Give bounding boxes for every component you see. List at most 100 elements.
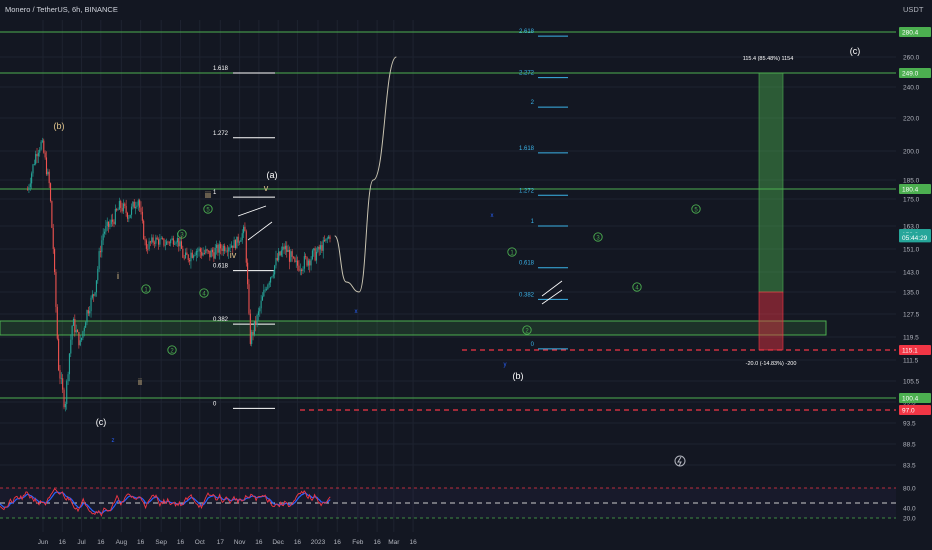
price-label-box [899, 393, 931, 403]
loss-zone[interactable] [758, 291, 784, 351]
candle-body [178, 237, 180, 247]
candle-body [145, 240, 147, 249]
demand-zone [0, 320, 827, 336]
candle-body [116, 209, 118, 211]
candle-body [259, 308, 261, 312]
fib-left-label: 1 [213, 190, 217, 196]
candle-body [174, 243, 176, 245]
wave-circle [203, 204, 213, 214]
candle-body [70, 339, 72, 354]
candle-body [299, 269, 301, 271]
candle-body [144, 239, 146, 241]
time-tick: 16 [294, 539, 302, 546]
candle-body [93, 294, 95, 296]
candle-body [99, 251, 102, 253]
candle-body [216, 244, 218, 248]
candle-body [89, 311, 91, 314]
candle-body [260, 300, 262, 309]
projection [237, 56, 563, 305]
fib-left-label: 1.272 [213, 131, 229, 137]
trend-line [237, 205, 267, 217]
candle-body [41, 140, 43, 142]
candle-body [225, 250, 227, 252]
candle-body [238, 241, 241, 243]
candle-body [33, 164, 35, 165]
candle-body [248, 284, 250, 314]
wave-number: 4 [635, 285, 639, 291]
long-position-tool[interactable] [758, 72, 784, 351]
price-label: 280.4 [902, 30, 919, 37]
candle-body [322, 240, 324, 251]
candle-body [108, 221, 110, 227]
candle-body [31, 173, 33, 184]
profit-zone[interactable] [758, 72, 784, 293]
wave-label: (b) [54, 121, 65, 131]
price-tick: 163.0 [903, 224, 920, 231]
wave-label: iv [230, 250, 237, 260]
candle-body [189, 259, 191, 262]
time-tick: 16 [255, 539, 263, 546]
candle-body [147, 248, 149, 250]
price-tick: 200.0 [903, 149, 920, 156]
fib-right-label: 0.382 [519, 292, 535, 298]
fib-left-label: 0.618 [213, 264, 229, 270]
candle-body [236, 236, 238, 249]
candle-body [297, 260, 299, 266]
loss-label: -20.0 (-14.83%) -200 [746, 361, 797, 367]
candle-body [90, 297, 92, 312]
candle-body [229, 247, 231, 249]
candle-body [85, 322, 87, 328]
price-label: 249.0 [902, 71, 919, 78]
candle-body [45, 157, 48, 175]
candle-body [109, 223, 111, 227]
candle-body [206, 249, 208, 251]
candle-body [67, 374, 69, 382]
candle-body [217, 244, 219, 253]
candle-body [226, 250, 228, 252]
rsi-band [0, 488, 896, 518]
candle-body [309, 260, 311, 266]
candle-body [129, 214, 131, 218]
wave-number: 2 [170, 348, 174, 354]
price-tick: 111.5 [903, 358, 919, 365]
currency-label: USDT [903, 5, 924, 14]
candle-body [220, 244, 222, 249]
wave-label: iii [205, 190, 211, 200]
fib-right: 2.618 2.272 2 1.618 1.272 1 0.618 0.382 0 [519, 29, 568, 350]
candle-body [47, 171, 49, 175]
candle-body [329, 236, 331, 239]
rsi-line [0, 488, 331, 517]
candle-body [114, 209, 116, 225]
candle-body [325, 238, 327, 242]
candle-body [143, 220, 145, 240]
candle-body [295, 260, 297, 262]
candle-body [64, 403, 66, 408]
candle-body [136, 205, 138, 207]
candle-body [272, 274, 274, 277]
price-label-box [899, 405, 931, 415]
candle-body [39, 149, 41, 153]
wave-circle [507, 247, 517, 257]
candle-body [203, 253, 205, 254]
trend-line [541, 280, 563, 297]
candle-body [263, 290, 265, 297]
wave-marker: x [491, 213, 494, 219]
replay-icon[interactable] [674, 455, 686, 467]
candle-body [232, 245, 234, 248]
rsi-tick: 40.0 [903, 506, 916, 513]
candle-body [183, 257, 185, 259]
candle-body [32, 164, 34, 174]
candle-body [179, 241, 181, 247]
candle-body [105, 225, 107, 232]
candle-body [270, 277, 272, 283]
candle-body [83, 327, 85, 332]
candle-body [190, 252, 192, 262]
price-tick: 240.0 [903, 85, 920, 92]
rsi-tick: 80.0 [903, 486, 916, 493]
candle-body [52, 227, 54, 249]
candle-body [63, 389, 65, 408]
time-tick: Jul [77, 539, 86, 546]
price-label-box [899, 345, 931, 355]
